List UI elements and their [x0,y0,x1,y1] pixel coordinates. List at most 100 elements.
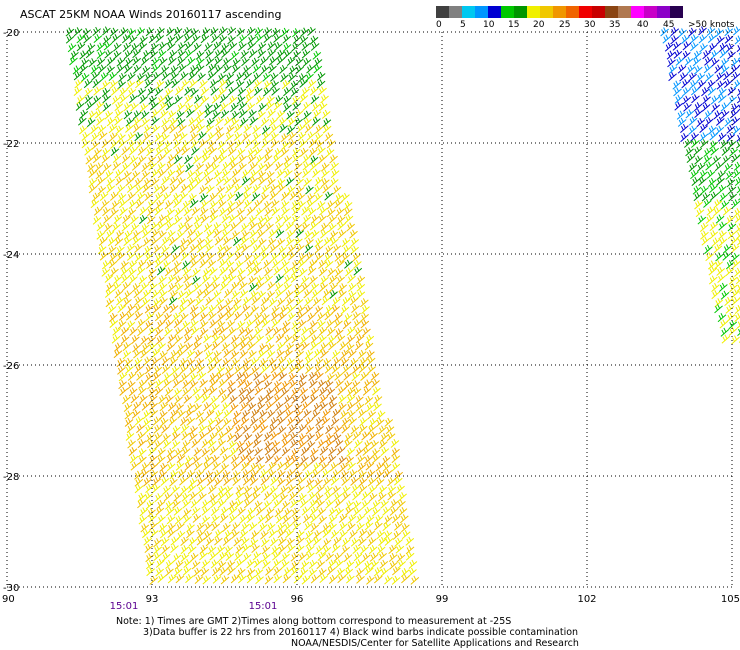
wind-barb [162,192,172,202]
wind-barb [258,176,267,186]
wind-barb [148,454,158,464]
wind-barb [324,380,334,390]
wind-barb [379,559,389,569]
wind-barb [235,485,245,495]
wind-barb [690,132,699,142]
wind-barb [225,551,235,561]
wind-barb [286,230,295,240]
wind-barb [91,132,100,142]
wind-barb [249,169,259,179]
wind-barb [691,176,701,186]
wind-barb [161,124,171,135]
wind-barb [180,553,190,563]
wind-barb [136,371,145,381]
wind-barb [204,470,214,480]
wind-barb [353,319,362,329]
wind-barb [275,333,285,343]
wind-barb [314,364,323,374]
note-line-1: Note: 1) Times are GMT 2)Times along bot… [116,616,512,627]
wind-barb [160,245,170,255]
wind-barb [249,229,259,239]
wind-barb [343,200,353,210]
wind-barb [188,117,197,127]
wind-barb [151,229,160,239]
wind-barb [326,200,336,210]
wind-barb [140,468,150,479]
wind-barb [309,35,319,45]
wind-barb [138,455,147,465]
wind-speed-colorbar [436,6,696,18]
wind-barb [313,57,323,67]
colorbar-segment [514,6,527,18]
wind-barb [405,536,415,546]
wind-barb [209,27,219,37]
wind-barb [352,544,362,555]
wind-barb [101,80,111,90]
wind-barb [388,544,397,555]
wind-barb [717,273,726,284]
wind-barb [217,485,227,495]
wind-barb [209,266,218,276]
wind-barb [279,493,289,503]
wind-barb [154,132,164,142]
wind-barb [160,476,170,486]
wind-barb [722,155,731,165]
wind-barb [216,244,226,254]
wind-barb [179,357,189,368]
wind-barb [158,282,168,292]
wind-barb [235,199,244,209]
wind-barb [709,191,719,201]
wind-barb [341,417,351,427]
wind-barb [77,116,87,126]
wind-barb [245,260,255,270]
wind-barb [207,364,216,374]
wind-barb [215,425,224,435]
wind-barb [315,545,325,555]
wind-barb [101,154,111,164]
wind-barb [314,432,324,442]
wind-barb [267,49,276,59]
wind-barb [347,274,356,284]
wind-barb [140,223,150,233]
wind-barb [266,177,276,187]
wind-barb [262,552,271,562]
wind-barb [142,410,152,420]
wind-barb [134,470,143,480]
wind-barb [706,169,716,179]
wind-barb [127,139,137,150]
wind-barb [310,282,320,292]
wind-barb [175,283,184,293]
wind-barb [162,260,172,270]
wind-barb [134,132,144,142]
wind-barb [99,191,109,202]
wind-barb [312,50,322,60]
colorbar-label: 45 [663,20,675,30]
wind-barb [318,387,328,397]
wind-barb [140,349,149,359]
wind-barb [167,528,177,538]
wind-barb [297,200,306,210]
wind-barb [356,574,365,584]
wind-barb [298,552,308,562]
wind-barb [220,334,229,344]
wind-barb [154,312,164,322]
wind-barb [274,161,284,171]
wind-barb [217,388,227,398]
wind-barb [729,147,738,157]
wind-barb [293,222,303,232]
wind-barb [243,485,253,495]
wind-barb [166,35,176,45]
wind-barb [254,327,263,337]
wind-barb [688,163,698,173]
wind-barb [358,484,368,494]
wind-barb [163,147,172,157]
wind-barb-swaths [65,26,740,585]
wind-barb [224,305,234,315]
wind-barb [200,86,210,96]
wind-barb [333,425,343,435]
wind-barb [347,349,357,359]
wind-barb [253,86,263,96]
wind-barb [272,446,282,456]
wind-barb [258,522,268,532]
wind-barb [146,147,155,157]
